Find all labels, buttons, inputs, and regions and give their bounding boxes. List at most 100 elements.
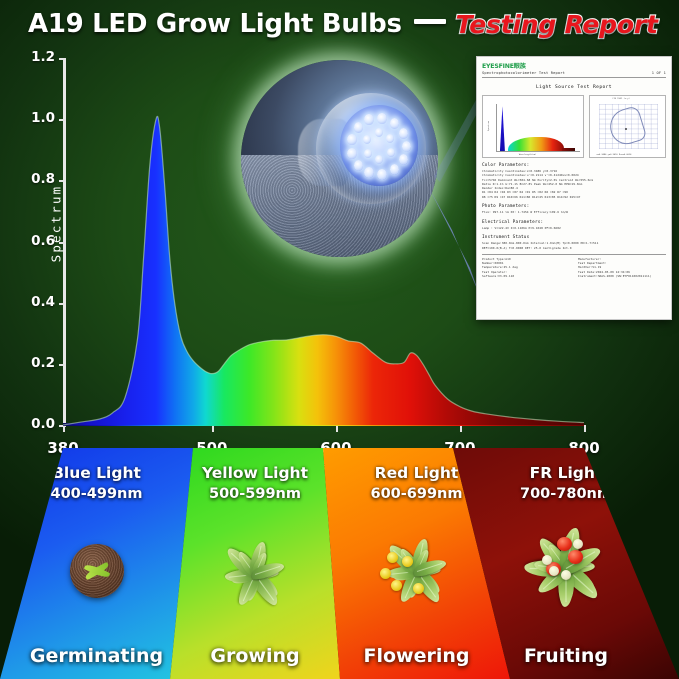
report-header-right: 1 OF 1 <box>651 71 666 76</box>
bulb-led-chip <box>363 148 372 158</box>
report-title: Light Source Test Report <box>536 84 612 90</box>
report-charts: Spectrum Wavelength(nm) CIE 1931 (x,y) x… <box>482 94 666 158</box>
plant-flower <box>379 568 391 580</box>
report-section-row: REF=100.0(B.A) T=0.0008 DET: 25.0 Centig… <box>482 245 572 250</box>
plant-foliage <box>205 534 305 614</box>
panel-light-range: 400-499nm <box>50 486 143 502</box>
spectrum-chart: Spectrum 0.00.20.40.60.81.01.2 380500600… <box>0 48 679 472</box>
chart-y-tick-mark <box>59 241 66 244</box>
bulb-photo-led-array <box>339 105 419 187</box>
report-section-row: Chromaticity Coordinates:u'=0.2114 v'=0.… <box>482 173 579 178</box>
report-section-heading: Electrical Parameters: <box>482 219 544 225</box>
chart-y-tick-label: 0.8 <box>31 171 55 188</box>
chart-y-tick-mark <box>59 363 66 366</box>
plant-flower <box>412 582 424 594</box>
report-footer-row: Test Department: <box>578 261 607 266</box>
mini-visible-hump <box>507 137 564 152</box>
chart-y-tick-mark <box>59 58 66 60</box>
report-section-row: Chromaticity Coordinates:x=0.3486 y=0.37… <box>482 168 558 173</box>
report-section: Instrument Status Scan Range:380.0nm-800.… <box>482 235 666 250</box>
report-header-left: Spectrophotocolorimeter Test Report <box>482 71 565 76</box>
panel-growth-stage: Flowering <box>363 645 470 667</box>
cie-measured-point <box>625 127 628 130</box>
seed-sprout-icon <box>69 544 124 598</box>
report-footer-row: Software:V3.09.110 <box>482 273 515 278</box>
flowering-plant-icon <box>371 534 463 608</box>
report-section: Color Parameters: Chromaticity Coordinate… <box>482 163 666 199</box>
plant-fruit <box>556 536 572 551</box>
cie-chart-title: CIE 1931 (x,y) <box>612 97 630 100</box>
panel-light-label: Red Light 600-699nm <box>323 462 510 505</box>
plant-bud <box>573 538 584 549</box>
bulb-led-chip <box>386 148 395 158</box>
mini-red-tail <box>561 148 575 152</box>
spectrum-panel-germinating[interactable]: Blue Light 400-499nm Germinating <box>0 448 193 679</box>
chart-y-tick-label: 1.2 <box>31 49 55 65</box>
report-section-row: Tcc=5746 Dominant WL=584.68 Nm Purity=2.… <box>482 177 593 182</box>
report-footer-row: Temperature:25.1 deg <box>482 265 518 270</box>
panel-growth-stage: Growing <box>210 645 300 667</box>
mini-chart-x-label: Wavelength(nm) <box>518 154 537 157</box>
plant-flower <box>390 579 402 591</box>
plant-fruit <box>568 549 584 564</box>
chart-y-tick-label: 1.0 <box>31 110 55 127</box>
panel-light-label: Yellow Light 500-599nm <box>170 462 340 505</box>
report-section-row: Flux: 997.11 lm Pd: 1.7454 W Efficacy:10… <box>482 210 568 215</box>
report-footer-row: Manufacturer: <box>578 256 602 261</box>
mini-blue-peak <box>499 106 505 152</box>
report-section-row: R8 =75 R9 =47 R10=66 R11=80 R12=45 R13=8… <box>482 194 581 199</box>
chart-y-tick-mark <box>59 119 66 122</box>
chart-y-tick-label: 0.4 <box>31 293 55 310</box>
report-section-heading: Color Parameters: <box>482 162 530 168</box>
report-section: Photo Parameters: Flux: 997.11 lm Pd: 1.7… <box>482 204 666 214</box>
bulb-led-chip <box>386 134 395 144</box>
report-logo-text: EYESFINE <box>482 63 514 70</box>
bulb-led-chip <box>389 117 400 129</box>
mini-y-axis <box>495 104 497 152</box>
spectrum-panel-growing[interactable]: Yellow Light 500-599nm Growing <box>170 448 340 679</box>
light-spectrum-panels: Blue Light 400-499nm Germinating Yellow Lig… <box>0 448 679 679</box>
report-section: Electrical Parameters: Lamp : V=122.4V I=… <box>482 220 666 230</box>
chart-y-tick-mark <box>59 180 66 183</box>
mini-chart-y-label: Spectrum <box>488 121 491 132</box>
panel-growth-stage: Germinating <box>29 645 164 667</box>
panel-light-range: 500-599nm <box>209 486 301 502</box>
report-footer-row: Product Type:A19 <box>482 256 511 261</box>
panel-light-name: Red Light <box>374 464 459 482</box>
report-logo-cn: 眼族 <box>513 63 526 70</box>
bulb-led-chip <box>353 159 364 171</box>
fruiting-plant-icon <box>507 522 625 614</box>
bulb-led-chip <box>398 127 409 139</box>
bulb-photo <box>241 60 438 257</box>
bulb-led-chip <box>377 168 387 180</box>
chart-y-tick-label: 0.0 <box>31 416 55 432</box>
report-footer: Product Type:A19 Number:00001 Temperature:… <box>482 253 666 278</box>
report-footer-row: Test Operator: <box>482 269 508 274</box>
bulb-led-chip <box>398 153 409 165</box>
chart-y-tick-label: 0.6 <box>31 232 55 249</box>
report-spectrum-chart: Spectrum Wavelength(nm) <box>482 94 584 158</box>
plant-flower <box>387 551 399 563</box>
chart-x-tick-mark <box>584 425 586 432</box>
chart-y-tick-mark <box>59 425 66 427</box>
chart-x-tick-mark <box>63 425 65 432</box>
cie-chart-footer: x=0.3486 y=0.3616 Duv=0.0024 <box>596 153 632 156</box>
chart-x-tick-mark <box>335 425 338 432</box>
bulb-led-chip <box>377 112 387 124</box>
bulb-led-chip <box>363 135 372 145</box>
leafy-seedling-icon <box>205 534 305 614</box>
report-section-row: Ratio R:1.1% G:71.1% B=27.8% Peak WL=452… <box>482 181 583 186</box>
bulb-led-chip <box>353 122 364 134</box>
bulb-led-chip <box>401 140 412 152</box>
page-title: A19 LED Grow Light Bulbs Testing Report <box>0 4 679 44</box>
spectrum-outline <box>62 115 585 426</box>
report-footer-row: HardVer:V1.19 <box>578 265 602 270</box>
bulb-led-chip <box>364 114 374 126</box>
cie-grid <box>599 103 659 149</box>
plant-bud <box>542 555 553 566</box>
panel-light-name: Blue Light <box>52 464 141 482</box>
report-logo: EYESFINE眼族 <box>482 61 666 70</box>
chart-y-tick-label: 0.2 <box>31 354 55 371</box>
test-report-document[interactable]: EYESFINE眼族 Spectrophotocolorimeter Test … <box>476 56 672 320</box>
report-footer-row: Test Date:2024-05-09 14:34:06 <box>578 269 630 274</box>
